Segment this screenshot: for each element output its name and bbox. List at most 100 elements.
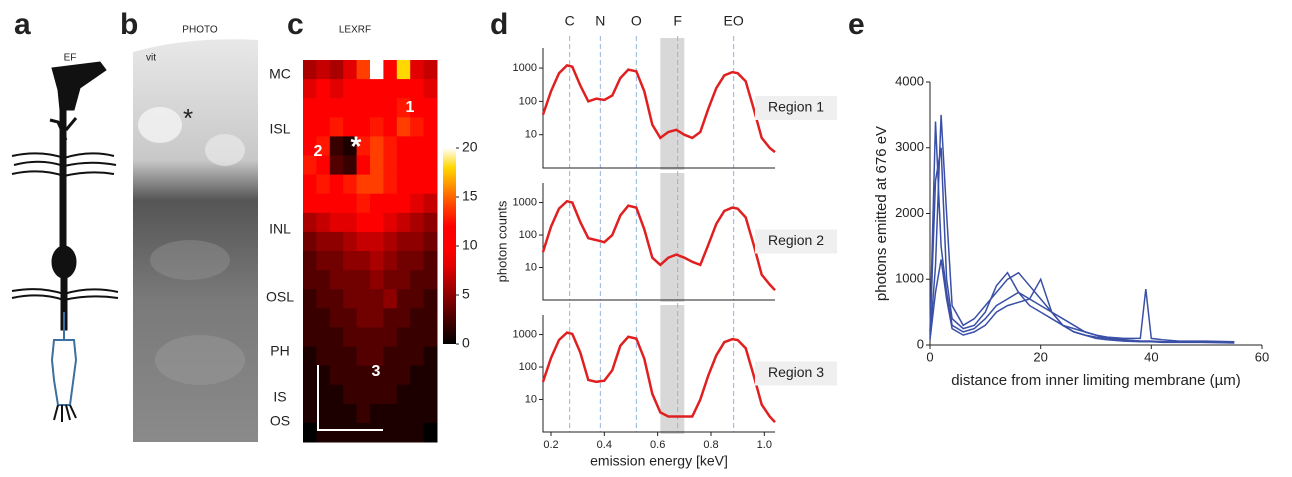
- heat-cell: [410, 231, 425, 252]
- heat-cell: [329, 212, 344, 233]
- x-tick-label: 0.6: [650, 439, 665, 451]
- heat-cell: [343, 308, 358, 328]
- heat-cell: [370, 98, 384, 118]
- highlight-band: [660, 38, 685, 170]
- heat-cell: [343, 98, 358, 118]
- heat-cell: [329, 174, 344, 195]
- heat-cell: [396, 212, 411, 233]
- heat-cell: [356, 251, 371, 271]
- heat-cell: [410, 289, 425, 309]
- colorbar-tick-label: 15: [462, 188, 478, 204]
- axes: [542, 48, 775, 169]
- heat-cell: [329, 60, 344, 80]
- heat-cell: [410, 174, 425, 195]
- heat-cell: [316, 403, 331, 424]
- y-tick-label: 0: [917, 336, 924, 351]
- heat-cell: [370, 346, 384, 367]
- heat-cell: [343, 403, 358, 424]
- x-tick-label: 0.4: [597, 439, 612, 451]
- x-tick-label: 0.8: [703, 439, 718, 451]
- heat-cell: [356, 346, 371, 367]
- region-label: 2: [314, 143, 323, 160]
- heat-cell: [410, 117, 425, 137]
- heat-cell: [303, 193, 317, 214]
- heat-cell: [329, 251, 344, 271]
- heat-cell: [423, 174, 438, 195]
- heat-cell: [329, 308, 344, 328]
- panel-label: PHOTO: [182, 25, 218, 36]
- heat-cell: [343, 289, 358, 309]
- heat-cell: [329, 231, 344, 252]
- heat-cell: [370, 212, 384, 233]
- heat-cell: [370, 384, 384, 405]
- x-axis-label: distance from inner limiting membrane (µ…: [951, 372, 1241, 389]
- heat-cell: [423, 60, 438, 80]
- star: *: [183, 103, 193, 133]
- heat-cell: [303, 79, 317, 99]
- heat-cell: [423, 231, 438, 252]
- x-tick-label: 0: [926, 349, 933, 364]
- region-box: [755, 229, 837, 254]
- heat-cell: [423, 117, 438, 137]
- heat-cell: [423, 212, 438, 233]
- heat-cell: [396, 193, 411, 214]
- region-label: *: [351, 130, 362, 161]
- heat-cell: [383, 422, 398, 443]
- heat-cell: [396, 384, 411, 405]
- heat-cell: [356, 60, 371, 80]
- heat-cell: [410, 308, 425, 328]
- heat-cell: [316, 384, 331, 405]
- heat-cell: [343, 384, 358, 405]
- colorbar-tick-label: 0: [462, 335, 470, 351]
- heat-cell: [329, 79, 344, 99]
- y-tick-label: 1000: [513, 328, 537, 340]
- y-tick-label: 10: [525, 393, 537, 405]
- heat-cell: [423, 79, 438, 99]
- heat-cell: [396, 174, 411, 195]
- heat-cell: [356, 155, 371, 176]
- heat-cell: [356, 117, 371, 137]
- heat-cell: [396, 117, 411, 137]
- heat-cell: [316, 79, 331, 99]
- heat-cell: [423, 384, 438, 405]
- heat-cell: [343, 231, 358, 252]
- cell-label: EF: [64, 53, 77, 64]
- heat-cell: [316, 136, 331, 156]
- y-tick-label: 1000: [513, 196, 537, 208]
- heat-cell: [343, 136, 358, 156]
- heat-cell: [303, 155, 317, 176]
- heat-cell: [329, 270, 344, 290]
- heat-cell: [396, 308, 411, 328]
- heat-cell: [329, 422, 344, 443]
- layer-label: IS: [273, 389, 286, 405]
- heat-cell: [410, 98, 425, 118]
- heat-cell: [303, 251, 317, 271]
- y-tick-label: 1000: [513, 62, 537, 74]
- heat-cell: [410, 270, 425, 290]
- heat-cell: [356, 231, 371, 252]
- heat-cell: [329, 384, 344, 405]
- heat-cell: [410, 193, 425, 214]
- heat-cell: [343, 79, 358, 99]
- heat-cell: [370, 60, 384, 80]
- series-line: [541, 64, 776, 154]
- heat-cell: [356, 212, 371, 233]
- y-tick-label: 10: [525, 261, 537, 273]
- heat-cell: [370, 270, 384, 290]
- region-label: Region 1: [768, 99, 824, 115]
- panel-letter: a: [14, 8, 31, 41]
- heat-cell: [303, 117, 317, 137]
- heat-cell: [329, 346, 344, 367]
- heat-cell: [396, 60, 411, 80]
- heat-cell: [356, 422, 371, 443]
- heat-cell: [410, 403, 425, 424]
- heat-cell: [383, 289, 398, 309]
- heat-cell: [423, 289, 438, 309]
- y-tick-label: 10: [525, 129, 537, 141]
- heat-cell: [316, 422, 331, 443]
- y-tick-label: 1000: [895, 271, 924, 286]
- heat-cell: [303, 174, 317, 195]
- highlight-band: [660, 173, 685, 302]
- heat-cell: [316, 231, 331, 252]
- heat-cell: [410, 136, 425, 156]
